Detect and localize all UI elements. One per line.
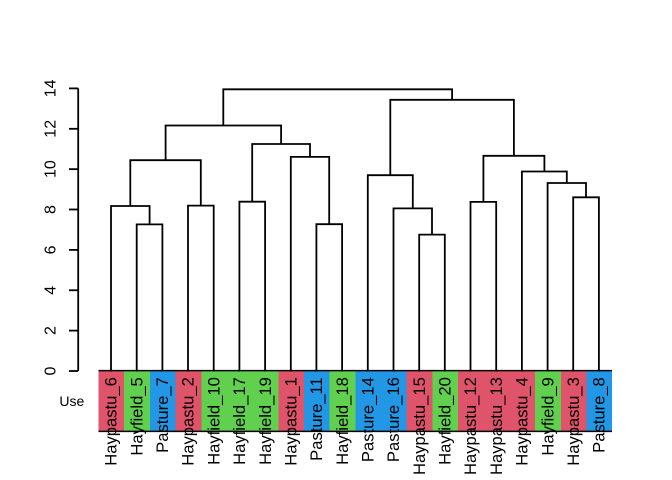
- svg-text:Haypastu_12: Haypastu_12: [461, 377, 480, 475]
- svg-text:Hayfield_19: Hayfield_19: [256, 377, 275, 465]
- svg-text:Haypastu_1: Haypastu_1: [282, 377, 301, 466]
- svg-text:Pasture_16: Pasture_16: [384, 377, 403, 462]
- svg-text:Hayfield_5: Hayfield_5: [127, 377, 146, 455]
- svg-text:Pasture_11: Pasture_11: [307, 377, 326, 461]
- svg-text:Use: Use: [59, 393, 84, 409]
- svg-text:Haypastu_3: Haypastu_3: [564, 377, 583, 466]
- svg-text:Pasture_14: Pasture_14: [359, 377, 378, 462]
- svg-text:Haypastu_6: Haypastu_6: [102, 377, 121, 466]
- svg-text:Hayfield_20: Hayfield_20: [436, 377, 455, 465]
- svg-text:Hayfield_17: Hayfield_17: [230, 377, 249, 465]
- svg-text:12: 12: [43, 120, 60, 138]
- svg-text:Pasture_8: Pasture_8: [590, 377, 609, 453]
- svg-text:14: 14: [43, 79, 60, 97]
- svg-text:4: 4: [43, 286, 60, 295]
- svg-text:6: 6: [43, 245, 60, 254]
- svg-text:Haypastu_15: Haypastu_15: [410, 377, 429, 475]
- svg-text:2: 2: [43, 326, 60, 335]
- svg-text:Haypastu_13: Haypastu_13: [487, 377, 506, 475]
- svg-text:Hayfield_10: Hayfield_10: [204, 377, 223, 465]
- svg-text:Haypastu_2: Haypastu_2: [179, 377, 198, 466]
- svg-text:Haypastu_4: Haypastu_4: [513, 377, 532, 466]
- svg-text:Hayfield_9: Hayfield_9: [538, 377, 557, 455]
- svg-text:Pasture_7: Pasture_7: [153, 377, 172, 453]
- svg-text:Hayfield_18: Hayfield_18: [333, 377, 352, 465]
- svg-text:10: 10: [43, 160, 60, 178]
- svg-text:8: 8: [43, 205, 60, 214]
- svg-text:0: 0: [43, 366, 60, 375]
